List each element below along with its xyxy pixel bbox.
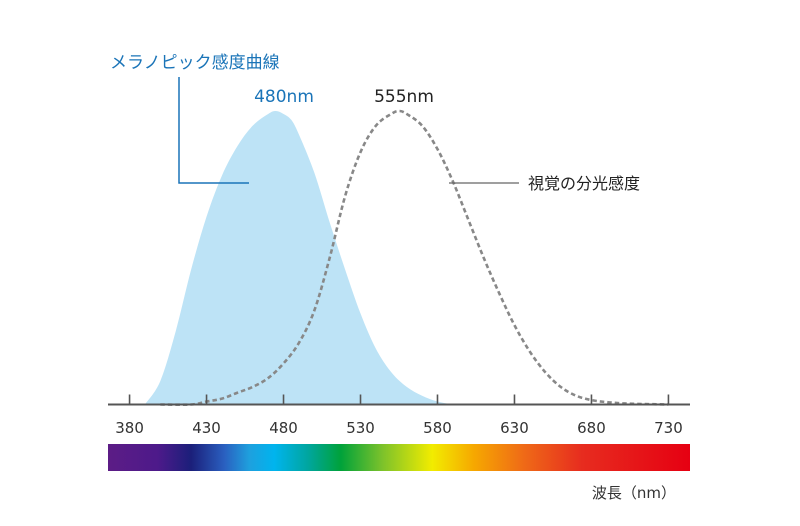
melanopic-leader-line	[178, 77, 249, 184]
x-tick-label-730: 730	[654, 419, 683, 437]
visible-spectrum-bar	[108, 444, 690, 471]
melanopic-series-label: メラノピック感度曲線	[110, 53, 280, 73]
x-axis-ticks	[128, 394, 670, 405]
x-axis-tick-labels: 380 430 480 530 580 630 680 730	[115, 419, 683, 437]
melanopic-sensitivity-area	[144, 111, 453, 405]
photopic-peak-label: 555nm	[374, 87, 434, 107]
x-tick-label-680: 680	[577, 419, 606, 437]
x-tick-label-480: 480	[269, 419, 298, 437]
x-tick-label-380: 380	[115, 419, 144, 437]
photopic-sensitivity-line	[160, 109, 669, 407]
x-tick-label-430: 430	[192, 419, 221, 437]
x-tick-label-580: 580	[423, 419, 452, 437]
x-tick-label-630: 630	[500, 419, 529, 437]
photopic-series-label: 視覚の分光感度	[528, 174, 640, 193]
melanopic-peak-label: 480nm	[254, 87, 314, 107]
x-tick-label-530: 530	[346, 419, 375, 437]
x-axis-label: 波長（nm）	[592, 484, 676, 502]
